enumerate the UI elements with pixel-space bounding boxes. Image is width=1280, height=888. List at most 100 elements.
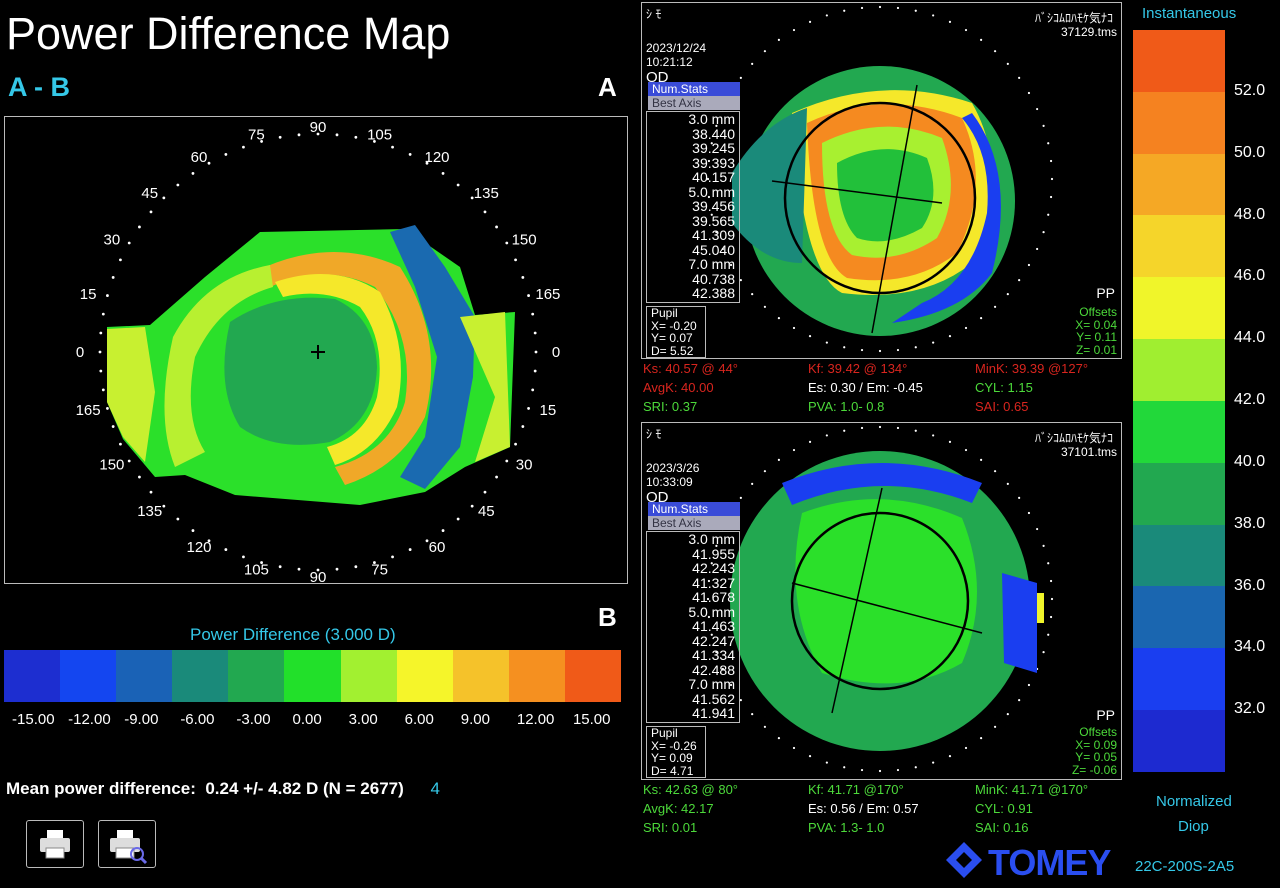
- ring-dot: [224, 153, 228, 156]
- print-preview-button[interactable]: [98, 820, 156, 868]
- axis-label: 0: [76, 344, 84, 361]
- ring-dot: [224, 548, 228, 551]
- ring-dot: [721, 247, 724, 251]
- ring-dot: [149, 490, 153, 494]
- map-b-pva: PVA: 1.3- 1.0: [808, 820, 885, 835]
- ring-dot: [729, 263, 733, 267]
- difference-map[interactable]: 90 105 120 135 150 165 0 15 30 45 60 75 90 105 120 135 1…: [4, 116, 628, 585]
- ring-dot: [763, 305, 767, 308]
- power-difference-tick: 15.00: [572, 711, 611, 728]
- stats-value: 39.565: [692, 212, 735, 229]
- axis-label: 60: [429, 539, 446, 556]
- axis-label: 0: [552, 344, 560, 361]
- ring-dot: [964, 746, 968, 750]
- ring-dot: [1036, 527, 1039, 531]
- axis-label: 30: [516, 457, 533, 474]
- stats-value: 41.334: [692, 647, 735, 663]
- ring-dot: [993, 305, 997, 308]
- instantaneous-swatch: [1133, 215, 1225, 278]
- ring-dot: [316, 132, 320, 136]
- instantaneous-scale[interactable]: [1133, 30, 1225, 772]
- ring-dot: [176, 183, 180, 187]
- axis-label: 15: [540, 402, 557, 419]
- ring-dot: [1049, 579, 1053, 583]
- ring-dot: [260, 140, 263, 143]
- ring-dot: [1047, 213, 1050, 216]
- center-cross-icon: [311, 345, 325, 359]
- map-a-pupil: Pupil X= -0.20 Y= 0.07 D= 5.52: [646, 306, 706, 358]
- mean-count: 4: [430, 779, 440, 798]
- ring-dot: [843, 9, 846, 12]
- ring-dot: [1047, 562, 1050, 565]
- map-a-cyl: CYL: 1.15: [975, 380, 1033, 395]
- stats-value: 3.0 mm: [688, 111, 735, 127]
- instantaneous-tick: 36.0: [1234, 576, 1266, 594]
- ring-dot: [914, 429, 917, 432]
- ring-dot: [111, 276, 115, 279]
- map-b-stats-header[interactable]: Num.Stats Best Axis: [648, 502, 740, 530]
- map-b-pp: PP: [1096, 707, 1115, 723]
- ring-dot: [979, 737, 983, 740]
- instantaneous-swatch: [1133, 400, 1225, 463]
- ring-dot: [777, 38, 781, 41]
- ring-dot: [808, 335, 812, 338]
- axis-label: 105: [244, 561, 269, 578]
- ring-dot: [127, 241, 131, 245]
- ring-dot: [825, 14, 828, 17]
- ring-dot: [191, 172, 195, 175]
- power-difference-tick: -9.00: [124, 711, 159, 728]
- ring-dot: [763, 50, 767, 53]
- page-title: Power Difference Map: [6, 8, 451, 59]
- ring-dot: [979, 458, 983, 461]
- ring-dot: [715, 544, 718, 547]
- instantaneous-swatch: [1133, 462, 1225, 525]
- power-difference-swatch: [172, 650, 229, 702]
- power-difference-ticks: -15.00 -12.00 -9.00 -6.00 -3.00 0.00 3.00 6.00 9…: [0, 711, 630, 731]
- ring-dot: [710, 633, 713, 636]
- map-a-file: 37129.tms: [1060, 25, 1117, 39]
- map-b-date: 2023/3/26: [646, 461, 700, 475]
- ring-dot: [710, 213, 713, 216]
- model-code: 22C-200S-2A5: [1135, 858, 1235, 875]
- axis-label: 45: [141, 185, 158, 202]
- axis-label: 150: [512, 232, 537, 249]
- stats-value: 7.0 mm: [688, 676, 735, 692]
- ring-dot: [162, 504, 166, 508]
- ring-dot: [792, 28, 796, 32]
- ring-dot: [777, 737, 781, 740]
- map-b-panel[interactable]: ｼ ﾓ ﾊﾞｼｺﾑﾛﾊﾓｹ気ﾅｺ 37101.tms 2023/3/26 10:…: [641, 422, 1122, 780]
- ring-dot: [119, 258, 122, 262]
- ring-dot: [505, 459, 509, 463]
- ring-dot: [706, 597, 710, 601]
- map-a-sai: SAI: 0.65: [975, 399, 1029, 414]
- ring-dot: [441, 529, 445, 532]
- ring-dot: [706, 177, 710, 181]
- ring-dot: [710, 142, 713, 145]
- map-a-stats-header[interactable]: Num.Stats Best Axis: [648, 82, 740, 110]
- map-a-kf: Kf: 39.42 @ 134°: [808, 361, 908, 376]
- power-difference-swatch: [228, 650, 285, 702]
- stats-value: 40.340: [647, 720, 735, 722]
- ring-dot: [483, 210, 487, 214]
- map-b-ks: Ks: 42.63 @ 80°: [643, 782, 739, 797]
- normalized-label: Normalized: [1156, 793, 1232, 810]
- ring-dot: [792, 448, 796, 452]
- ring-dot: [825, 434, 828, 437]
- power-difference-tick: -3.00: [236, 711, 271, 728]
- ring-dot: [751, 292, 754, 296]
- axis-label: 165: [76, 402, 101, 419]
- ring-dot: [483, 490, 487, 494]
- axis-label: 60: [191, 149, 208, 166]
- ring-dot: [878, 5, 882, 9]
- ring-dot: [896, 348, 900, 352]
- instantaneous-tick: 34.0: [1234, 638, 1266, 656]
- print-button[interactable]: [26, 820, 84, 868]
- ring-dot: [119, 442, 122, 446]
- map-a-panel[interactable]: ｼ ﾓ ﾊﾞｼｺﾑﾛﾊﾓｹ気ﾅｺ 37129.tms 2023/12/24 10…: [641, 2, 1122, 359]
- ring-dot: [1006, 292, 1009, 296]
- ring-dot: [1027, 91, 1031, 95]
- ring-dot: [138, 225, 141, 229]
- ring-dot: [896, 768, 900, 772]
- ring-dot: [527, 407, 530, 410]
- ring-dot: [99, 331, 103, 335]
